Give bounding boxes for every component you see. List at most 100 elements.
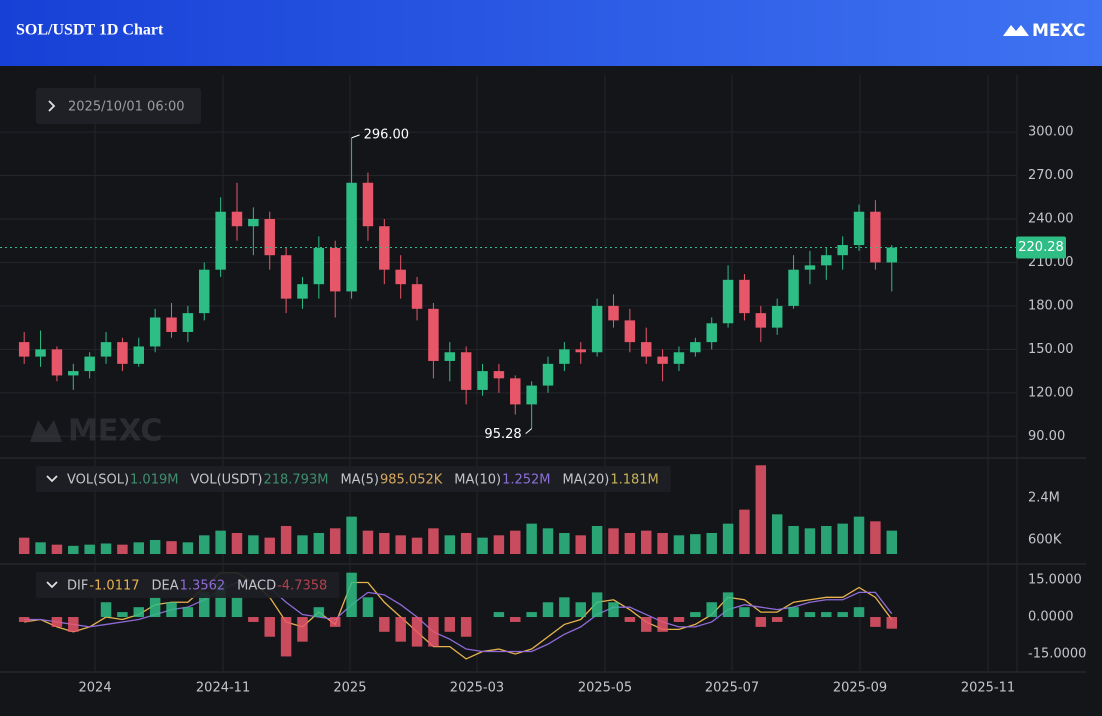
- candle-body: [248, 218, 259, 227]
- volume-bar: [411, 537, 423, 554]
- macd-histogram-bar: [18, 617, 30, 622]
- candle-body: [84, 356, 95, 372]
- legend-value: -1.0117: [89, 579, 139, 594]
- x-tick-label: 2025-11: [961, 681, 1015, 696]
- candle-body: [35, 349, 46, 357]
- y-tick-label: 600K: [1028, 532, 1062, 547]
- macd-histogram-bar: [68, 617, 79, 632]
- timestamp-box[interactable]: [36, 88, 201, 124]
- volume-bar: [329, 528, 341, 554]
- macd-histogram-bar: [755, 617, 767, 627]
- y-tick-label: 210.00: [1028, 255, 1074, 270]
- y-tick-label: 2.4M: [1028, 490, 1060, 505]
- candle-body: [837, 245, 848, 256]
- macd-histogram-bar: [837, 612, 848, 618]
- volume-bar: [559, 532, 570, 554]
- candle-body: [362, 182, 374, 227]
- volume-bar: [362, 530, 374, 554]
- candle-body: [395, 269, 406, 285]
- candle-body: [346, 182, 357, 292]
- header-bar: [0, 0, 1102, 66]
- macd-histogram-bar: [297, 617, 308, 642]
- candle-body: [755, 313, 767, 328]
- candle-body: [133, 346, 145, 364]
- collapse-icon: [46, 581, 58, 589]
- macd-histogram-bar: [428, 617, 439, 647]
- last-price-label: 220.28: [1018, 240, 1064, 255]
- candle-body: [68, 371, 79, 376]
- candle-body: [706, 323, 717, 343]
- candle-body: [575, 349, 586, 353]
- candle-body: [166, 317, 177, 332]
- candle-body: [771, 305, 783, 328]
- macd-histogram-bar: [117, 612, 128, 618]
- macd-histogram-bar: [575, 602, 586, 618]
- macd-histogram-bar: [182, 607, 194, 618]
- candle-body: [559, 349, 570, 364]
- volume-bar: [821, 525, 832, 554]
- volume-bar: [493, 535, 505, 554]
- candle-body: [411, 284, 423, 309]
- candle-body: [526, 385, 537, 405]
- macd-histogram-bar: [395, 617, 406, 642]
- volume-bar: [460, 532, 472, 554]
- macd-histogram-bar: [690, 612, 701, 618]
- expand-icon[interactable]: [48, 100, 56, 112]
- macd-histogram-bar: [149, 597, 161, 618]
- volume-bar: [706, 532, 717, 554]
- candle-body: [117, 342, 128, 364]
- volume-bar: [215, 530, 226, 554]
- legend-box[interactable]: [36, 466, 671, 492]
- volume-bar: [624, 532, 636, 554]
- candle-body: [591, 305, 603, 353]
- candle-body: [313, 247, 325, 285]
- legend-value: 1.181M: [610, 473, 658, 488]
- macd-histogram-bar: [559, 597, 570, 618]
- watermark-logo: [30, 420, 62, 442]
- macd-histogram-bar: [166, 602, 177, 618]
- legend-box[interactable]: [36, 572, 340, 598]
- volume-bar: [395, 535, 406, 554]
- candle-body: [51, 349, 63, 376]
- collapse-icon: [46, 475, 58, 483]
- volume-bar: [68, 545, 79, 554]
- candle-body: [428, 308, 439, 361]
- macd-histogram-bar: [313, 607, 325, 618]
- legend-name: MA(10): [454, 473, 501, 488]
- volume-bar: [166, 541, 177, 554]
- volume-bar: [510, 530, 521, 554]
- macd-histogram-bar: [870, 617, 881, 627]
- volume-bar: [18, 537, 30, 554]
- legend-name: MA(20): [563, 473, 610, 488]
- header-title: SOL/USDT 1D Chart: [16, 22, 164, 39]
- macd-histogram-bar: [231, 597, 243, 618]
- y-tick-label: 90.00: [1028, 429, 1065, 444]
- candle-body: [640, 342, 652, 357]
- macd-histogram-bar: [804, 612, 816, 618]
- candle-body: [199, 269, 210, 314]
- candle-body: [690, 342, 701, 353]
- candle-body: [18, 342, 30, 357]
- candle-body: [100, 342, 112, 357]
- volume-bar: [755, 465, 767, 554]
- volume-bar: [886, 530, 898, 554]
- volume-bar: [182, 542, 194, 554]
- macd-histogram-bar: [657, 617, 668, 632]
- volume-bar: [804, 528, 816, 554]
- legend-name: MA(5): [340, 473, 379, 488]
- volume-bar: [771, 514, 783, 554]
- volume-bar: [51, 544, 63, 554]
- macd-histogram-bar: [362, 597, 374, 618]
- y-tick-label: -15.0000: [1028, 646, 1086, 661]
- candle-body: [870, 211, 881, 263]
- volume-bar: [133, 542, 145, 554]
- candle-body: [264, 218, 275, 256]
- volume-bar: [837, 523, 848, 554]
- macd-histogram-bar: [542, 602, 554, 618]
- candle-body: [886, 247, 898, 263]
- volume-bar: [657, 532, 668, 554]
- macd-histogram-bar: [444, 617, 456, 632]
- volume-bar: [35, 542, 46, 554]
- candle-body: [149, 317, 161, 347]
- y-tick-label: 180.00: [1028, 298, 1074, 313]
